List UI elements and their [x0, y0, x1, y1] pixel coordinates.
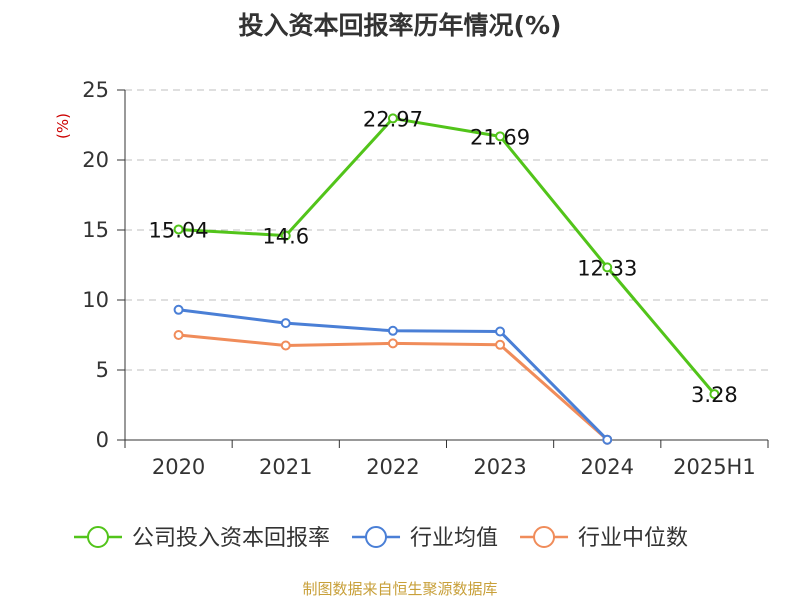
data-point [387, 113, 398, 124]
data-point [387, 338, 398, 349]
legend-item-2[interactable]: 行业中位数 [520, 526, 688, 551]
chart-title: 投入资本回报率历年情况(%) [238, 11, 562, 40]
series-line-0 [178, 116, 716, 396]
data-label: 15.04 [149, 218, 209, 242]
y-tick-label: 15 [82, 218, 109, 242]
data-point [495, 339, 506, 350]
y-tick-label: 25 [82, 78, 109, 102]
x-tick-label: 2024 [581, 455, 634, 479]
data-label: 3.28 [691, 383, 738, 407]
series-line-2 [178, 333, 609, 441]
x-tick-label: 2020 [152, 455, 205, 479]
data-label: 12.33 [577, 256, 637, 280]
y-axis-unit-label: (%) [54, 113, 72, 139]
legend-marker [533, 526, 556, 548]
x-tick-label: 2021 [259, 455, 312, 479]
data-point [387, 325, 398, 336]
data-label: 22.97 [363, 107, 423, 131]
data-point [709, 389, 720, 400]
data-point [173, 304, 184, 315]
legend-marker [365, 526, 388, 548]
source-note: 制图数据来自恒生聚源数据库 [302, 580, 498, 598]
x-tick-label: 2023 [473, 455, 526, 479]
data-point [173, 224, 184, 235]
legend-item-0[interactable]: 公司投入资本回报率 [74, 526, 330, 551]
y-tick-label: 0 [96, 428, 109, 452]
data-point [173, 330, 184, 340]
data-point [602, 434, 613, 445]
y-tick-label: 5 [96, 358, 109, 382]
legend-label: 行业中位数 [578, 526, 688, 551]
legend-label: 行业均值 [410, 526, 498, 551]
data-label: 21.69 [470, 125, 530, 149]
y-tick-label: 20 [82, 148, 109, 172]
y-tick-label: 10 [82, 288, 109, 312]
legend-marker [87, 526, 109, 548]
x-tick-label: 2022 [366, 455, 419, 479]
legend-item-1[interactable]: 行业均值 [352, 526, 498, 551]
data-label: 14.6 [262, 225, 309, 249]
data-point [280, 340, 291, 351]
legend-label: 公司投入资本回报率 [132, 526, 330, 551]
data-point [602, 262, 613, 273]
data-point [280, 318, 291, 329]
x-tick-label: 2025H1 [673, 455, 756, 479]
data-point [280, 230, 291, 241]
data-point [495, 326, 506, 337]
data-point [495, 131, 506, 142]
